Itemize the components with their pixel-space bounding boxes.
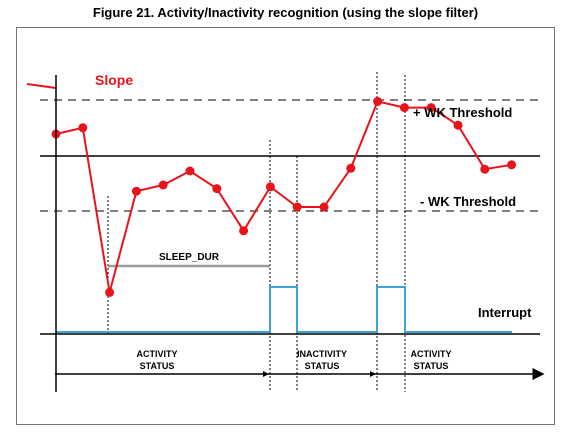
status-3-line1: ACTIVITY bbox=[410, 349, 451, 359]
neg-threshold-label: - WK Threshold bbox=[420, 194, 516, 209]
interrupt-label: Interrupt bbox=[478, 305, 532, 320]
status-1-line2: STATUS bbox=[140, 361, 175, 371]
slope-point-12 bbox=[346, 163, 356, 173]
slope-point-8 bbox=[239, 226, 249, 236]
figure-frame bbox=[16, 27, 555, 425]
slope-point-18 bbox=[507, 160, 517, 170]
status-3-line2: STATUS bbox=[414, 361, 449, 371]
status-2-line2: STATUS bbox=[305, 361, 340, 371]
slope-point-13 bbox=[373, 96, 383, 106]
slope-point-6 bbox=[185, 166, 195, 176]
slope-point-5 bbox=[158, 180, 168, 190]
pos-threshold-label: + WK Threshold bbox=[413, 105, 512, 120]
slope-point-17 bbox=[480, 164, 490, 174]
slope-lead-in bbox=[26, 83, 57, 89]
sleep-dur-label: SLEEP_DUR bbox=[159, 252, 220, 263]
slope-point-4 bbox=[131, 186, 141, 196]
slope-point-11 bbox=[319, 202, 329, 212]
slope-point-10 bbox=[292, 202, 302, 212]
slope-point-9 bbox=[265, 182, 275, 192]
slope-points bbox=[51, 96, 517, 297]
slope-point-3 bbox=[105, 287, 115, 297]
slope-point-7 bbox=[212, 184, 222, 194]
status-1-line1: ACTIVITY bbox=[136, 349, 177, 359]
interrupt-signal bbox=[56, 286, 512, 333]
slope-label: Slope bbox=[95, 72, 133, 88]
slope-point-2 bbox=[78, 123, 88, 133]
figure-title: Figure 21. Activity/Inactivity recogniti… bbox=[92, 5, 479, 20]
slope-line bbox=[55, 100, 512, 293]
slope-point-14 bbox=[399, 103, 409, 113]
slope-point-16 bbox=[453, 120, 463, 130]
slope-point-15 bbox=[426, 103, 436, 113]
status-2-line1: INACTIVITY bbox=[297, 349, 347, 359]
